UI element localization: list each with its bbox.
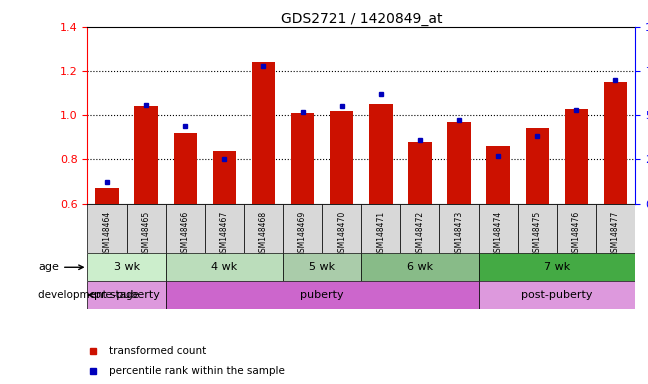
Text: GSM148471: GSM148471 xyxy=(376,211,386,257)
Bar xyxy=(479,253,635,281)
Text: GSM148472: GSM148472 xyxy=(415,211,424,257)
Bar xyxy=(604,82,627,204)
Bar xyxy=(526,129,549,204)
Bar xyxy=(400,204,439,253)
Bar xyxy=(447,122,470,204)
Bar xyxy=(126,204,166,253)
Text: 7 wk: 7 wk xyxy=(544,262,570,272)
Bar xyxy=(479,204,518,253)
Bar xyxy=(439,204,479,253)
Text: GSM148475: GSM148475 xyxy=(533,211,542,257)
Text: GSM148468: GSM148468 xyxy=(259,211,268,257)
Bar xyxy=(205,204,244,253)
Bar xyxy=(174,133,197,204)
Text: percentile rank within the sample: percentile rank within the sample xyxy=(110,366,285,376)
Text: GSM148476: GSM148476 xyxy=(572,211,581,257)
Text: GSM148465: GSM148465 xyxy=(142,211,150,257)
Bar xyxy=(518,204,557,253)
Text: 6 wk: 6 wk xyxy=(407,262,433,272)
Bar xyxy=(213,151,236,204)
Bar xyxy=(487,146,510,204)
Bar xyxy=(362,253,479,281)
Bar xyxy=(244,204,283,253)
Text: age: age xyxy=(38,262,83,272)
Text: GSM148464: GSM148464 xyxy=(102,211,111,257)
Text: development stage: development stage xyxy=(38,290,139,300)
Bar xyxy=(408,142,432,204)
Bar xyxy=(369,104,393,204)
Text: GSM148473: GSM148473 xyxy=(454,211,463,257)
Bar xyxy=(134,106,158,204)
Bar xyxy=(330,111,353,204)
Bar xyxy=(166,253,283,281)
Bar xyxy=(87,204,126,253)
Bar xyxy=(564,109,588,204)
Text: 5 wk: 5 wk xyxy=(309,262,335,272)
Text: GSM148470: GSM148470 xyxy=(337,211,346,257)
Bar xyxy=(283,253,362,281)
Text: 3 wk: 3 wk xyxy=(113,262,140,272)
Bar xyxy=(557,204,596,253)
Bar xyxy=(95,188,119,204)
Text: GSM148467: GSM148467 xyxy=(220,211,229,257)
Text: GSM148477: GSM148477 xyxy=(611,211,620,257)
Bar xyxy=(87,281,166,309)
Text: transformed count: transformed count xyxy=(110,346,207,356)
Bar xyxy=(479,281,635,309)
Bar xyxy=(166,204,205,253)
Text: pre-puberty: pre-puberty xyxy=(94,290,159,300)
Text: GSM148469: GSM148469 xyxy=(298,211,307,257)
Text: GSM148466: GSM148466 xyxy=(181,211,190,257)
Bar xyxy=(322,204,362,253)
Text: 4 wk: 4 wk xyxy=(211,262,238,272)
Bar xyxy=(596,204,635,253)
Text: GSM148474: GSM148474 xyxy=(494,211,503,257)
Bar xyxy=(291,113,314,204)
Bar xyxy=(166,281,479,309)
Bar xyxy=(283,204,322,253)
Text: puberty: puberty xyxy=(300,290,344,300)
Title: GDS2721 / 1420849_at: GDS2721 / 1420849_at xyxy=(281,12,442,26)
Bar xyxy=(362,204,400,253)
Bar xyxy=(251,62,275,204)
Bar xyxy=(87,253,166,281)
Text: post-puberty: post-puberty xyxy=(521,290,592,300)
